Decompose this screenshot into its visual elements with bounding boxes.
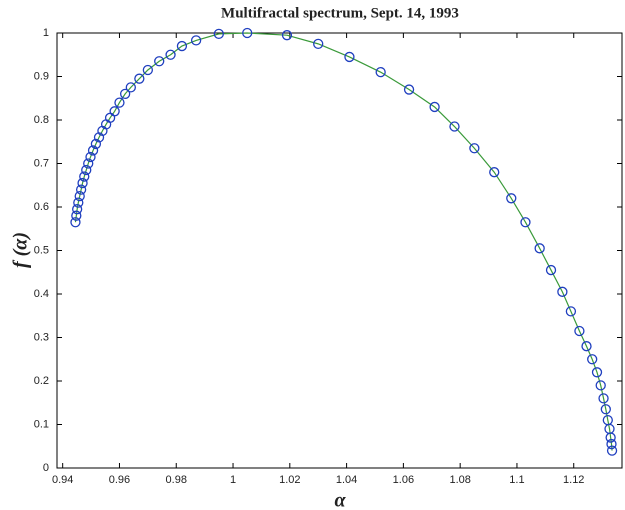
y-tick-label: 0.1 — [34, 418, 49, 430]
data-point — [606, 445, 618, 456]
data-point — [71, 210, 82, 221]
data-point — [213, 28, 224, 40]
data-point — [449, 121, 460, 132]
y-tick-label: 0.5 — [34, 244, 49, 256]
data-point — [176, 40, 188, 52]
data-point — [81, 164, 92, 176]
data-point — [605, 432, 616, 443]
data-point — [70, 217, 81, 228]
y-tick-label: 0.7 — [34, 157, 49, 169]
data-point — [313, 38, 324, 50]
data-point — [73, 197, 84, 208]
data-point — [142, 64, 154, 76]
x-tick-label: 1 — [230, 474, 236, 486]
data-point — [190, 35, 202, 46]
y-tick-label: 0.8 — [34, 114, 49, 126]
data-point — [534, 243, 545, 254]
data-point — [74, 190, 85, 202]
data-point — [565, 306, 577, 317]
y-tick-label: 0 — [43, 462, 49, 474]
data-point — [545, 264, 557, 276]
data-point — [125, 82, 136, 93]
data-point — [375, 67, 386, 78]
data-point — [574, 325, 585, 337]
data-point — [344, 51, 355, 63]
data-point — [77, 177, 88, 189]
x-tick-label: 1.1 — [509, 474, 524, 486]
data-point — [85, 151, 96, 163]
x-tick-label: 1.12 — [563, 474, 584, 486]
data-point — [109, 106, 120, 117]
chart-title: Multifractal spectrum, Sept. 14, 1993 — [221, 5, 459, 21]
y-tick-label: 0.4 — [34, 288, 49, 300]
data-point — [606, 438, 617, 450]
x-tick-label: 1.06 — [393, 474, 414, 486]
data-point — [72, 204, 83, 215]
data-point — [87, 145, 99, 156]
y-tick-label: 0.6 — [34, 201, 49, 213]
y-tick-label: 0.9 — [34, 70, 49, 82]
fit-line — [74, 32, 613, 451]
data-point — [581, 341, 592, 352]
data-point — [587, 354, 598, 365]
x-tick-label: 1.08 — [449, 474, 470, 486]
data-point — [134, 73, 145, 84]
y-tick-label: 1 — [43, 27, 49, 39]
data-point — [591, 367, 603, 378]
data-point — [119, 88, 131, 100]
y-axis-label: f (α) — [10, 232, 32, 268]
data-point — [469, 143, 480, 154]
data-point — [281, 30, 293, 41]
data-point — [90, 138, 102, 150]
data-point — [520, 217, 531, 228]
x-tick-label: 0.98 — [166, 474, 187, 486]
data-point — [83, 158, 94, 169]
x-tick-label: 1.04 — [336, 474, 357, 486]
data-point — [403, 84, 415, 95]
data-point — [506, 193, 517, 204]
data-point — [429, 101, 440, 113]
plot-frame — [56, 32, 623, 469]
data-point — [600, 404, 611, 415]
data-point — [75, 184, 87, 195]
data-point — [242, 27, 253, 39]
data-point — [93, 132, 105, 143]
x-tick-label: 0.94 — [52, 474, 73, 486]
x-axis-label: α — [334, 490, 346, 510]
x-tick-label: 1.02 — [279, 474, 300, 486]
y-tick-label: 0.3 — [34, 331, 49, 343]
data-point — [489, 167, 500, 178]
data-point — [598, 393, 609, 404]
data-point — [79, 171, 90, 182]
data-point — [154, 56, 165, 67]
data-point — [557, 286, 568, 297]
x-tick-label: 0.96 — [109, 474, 130, 486]
data-point — [114, 97, 125, 108]
data-point — [595, 380, 606, 391]
y-tick-label: 0.2 — [34, 375, 49, 387]
data-point — [165, 49, 176, 60]
